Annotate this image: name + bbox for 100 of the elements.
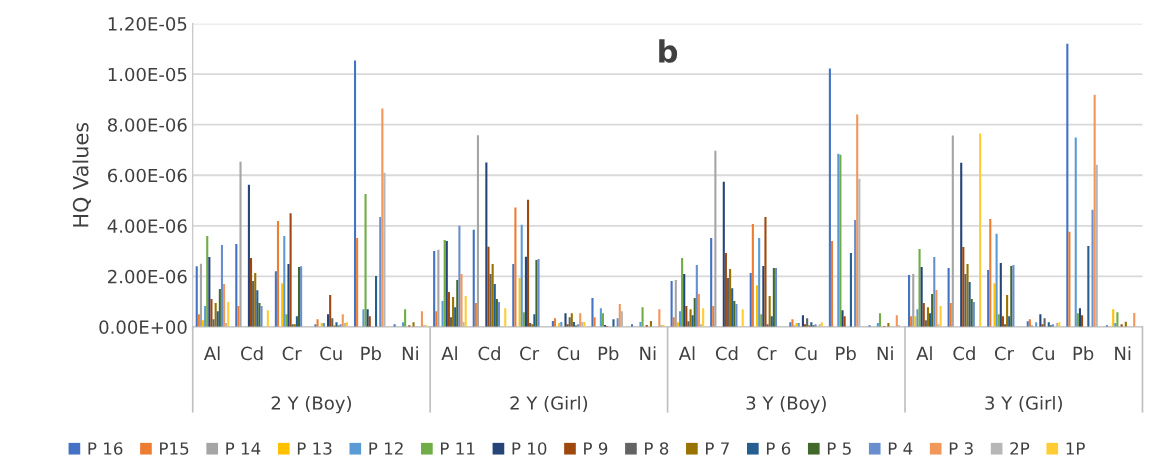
bar <box>674 280 677 327</box>
bar <box>685 306 688 327</box>
x-tick-label: Cr <box>520 346 540 361</box>
bar <box>274 271 277 327</box>
legend-label: P 13 <box>297 442 332 455</box>
bar <box>464 296 467 327</box>
bar <box>620 311 623 327</box>
bar <box>681 258 684 327</box>
bar <box>593 317 596 327</box>
bar <box>375 276 378 327</box>
bar <box>206 235 209 327</box>
bar <box>960 162 963 327</box>
bar <box>364 193 367 327</box>
legend-label: P 7 <box>706 442 729 455</box>
bar <box>491 263 494 327</box>
bar <box>912 274 915 327</box>
text: 3 Y (Boy) <box>746 395 826 414</box>
bar <box>693 298 696 327</box>
bar <box>895 315 898 327</box>
bar <box>710 237 713 327</box>
bar <box>504 308 507 327</box>
bar <box>949 303 952 327</box>
bar <box>487 246 490 327</box>
bar <box>762 265 765 327</box>
bar <box>1116 312 1119 327</box>
bar <box>918 249 921 327</box>
legend-label: P 6 <box>766 442 791 455</box>
bar <box>441 301 444 327</box>
bar <box>404 309 407 327</box>
x-tick-label: Ni <box>1115 346 1131 361</box>
bar <box>249 258 253 327</box>
x-tick-label: Pb <box>598 346 619 361</box>
bar <box>456 280 459 327</box>
bar <box>768 296 771 327</box>
bar <box>283 235 286 327</box>
bar <box>922 303 925 327</box>
legend-label: 2P <box>1010 442 1030 455</box>
text: 3 Y (Girl) <box>985 395 1062 412</box>
bar <box>920 266 923 327</box>
bar <box>999 262 1002 327</box>
bar <box>741 309 744 327</box>
bar <box>756 285 759 327</box>
bar <box>489 274 492 327</box>
bar <box>599 308 602 327</box>
bar <box>514 207 517 327</box>
bar <box>1133 312 1136 327</box>
legend-label: P15 <box>160 442 189 455</box>
bar <box>1074 137 1077 327</box>
x-tick-label: Al <box>203 346 220 361</box>
bar <box>368 316 371 327</box>
y-tick-label: 1.20E-05 <box>108 17 187 31</box>
bar <box>979 133 982 327</box>
y-tick-label: 1.00E-05 <box>108 67 187 82</box>
legend-label: P 12 <box>369 442 403 455</box>
bar <box>658 309 661 327</box>
bar <box>801 315 804 327</box>
x-tick-label: Ni <box>402 346 418 361</box>
bar <box>858 178 861 327</box>
bar <box>828 68 831 327</box>
bar <box>437 249 440 327</box>
bar <box>227 302 230 327</box>
bar <box>770 316 773 327</box>
bar <box>939 306 942 327</box>
bar <box>749 273 752 327</box>
bar <box>218 288 221 327</box>
bar <box>966 263 969 327</box>
x-tick-label: Cu <box>320 346 342 361</box>
text: 2 Y (Boy) <box>271 395 351 414</box>
bar <box>452 297 455 327</box>
bar <box>353 60 357 327</box>
bar <box>856 114 859 327</box>
bar <box>235 243 238 327</box>
x-tick-label: Cu <box>795 346 817 361</box>
bar <box>702 308 705 327</box>
bar <box>618 304 621 327</box>
bar <box>1091 209 1094 327</box>
bar <box>1112 309 1115 327</box>
bar <box>447 291 450 327</box>
bar <box>726 278 730 327</box>
bar <box>601 313 605 327</box>
bar <box>951 135 954 327</box>
bar <box>289 213 292 327</box>
bar <box>1006 295 1009 327</box>
x-tick-label: Cd <box>953 346 975 361</box>
bar <box>522 312 525 327</box>
y-tick-label: 0.00E+00 <box>99 320 187 334</box>
x-tick-label: Cd <box>478 346 500 361</box>
chart-title: b <box>659 39 678 63</box>
bar <box>485 162 488 327</box>
bar <box>849 253 852 327</box>
bar <box>214 303 217 327</box>
bar <box>612 319 615 327</box>
x-tick-label: Cr <box>994 346 1014 361</box>
bar <box>964 274 967 327</box>
legend-label: P 14 <box>226 442 261 455</box>
bar <box>524 256 527 327</box>
bar <box>751 224 754 327</box>
x-tick-label: Cr <box>757 346 777 361</box>
bar <box>987 269 990 327</box>
bar <box>204 306 207 327</box>
